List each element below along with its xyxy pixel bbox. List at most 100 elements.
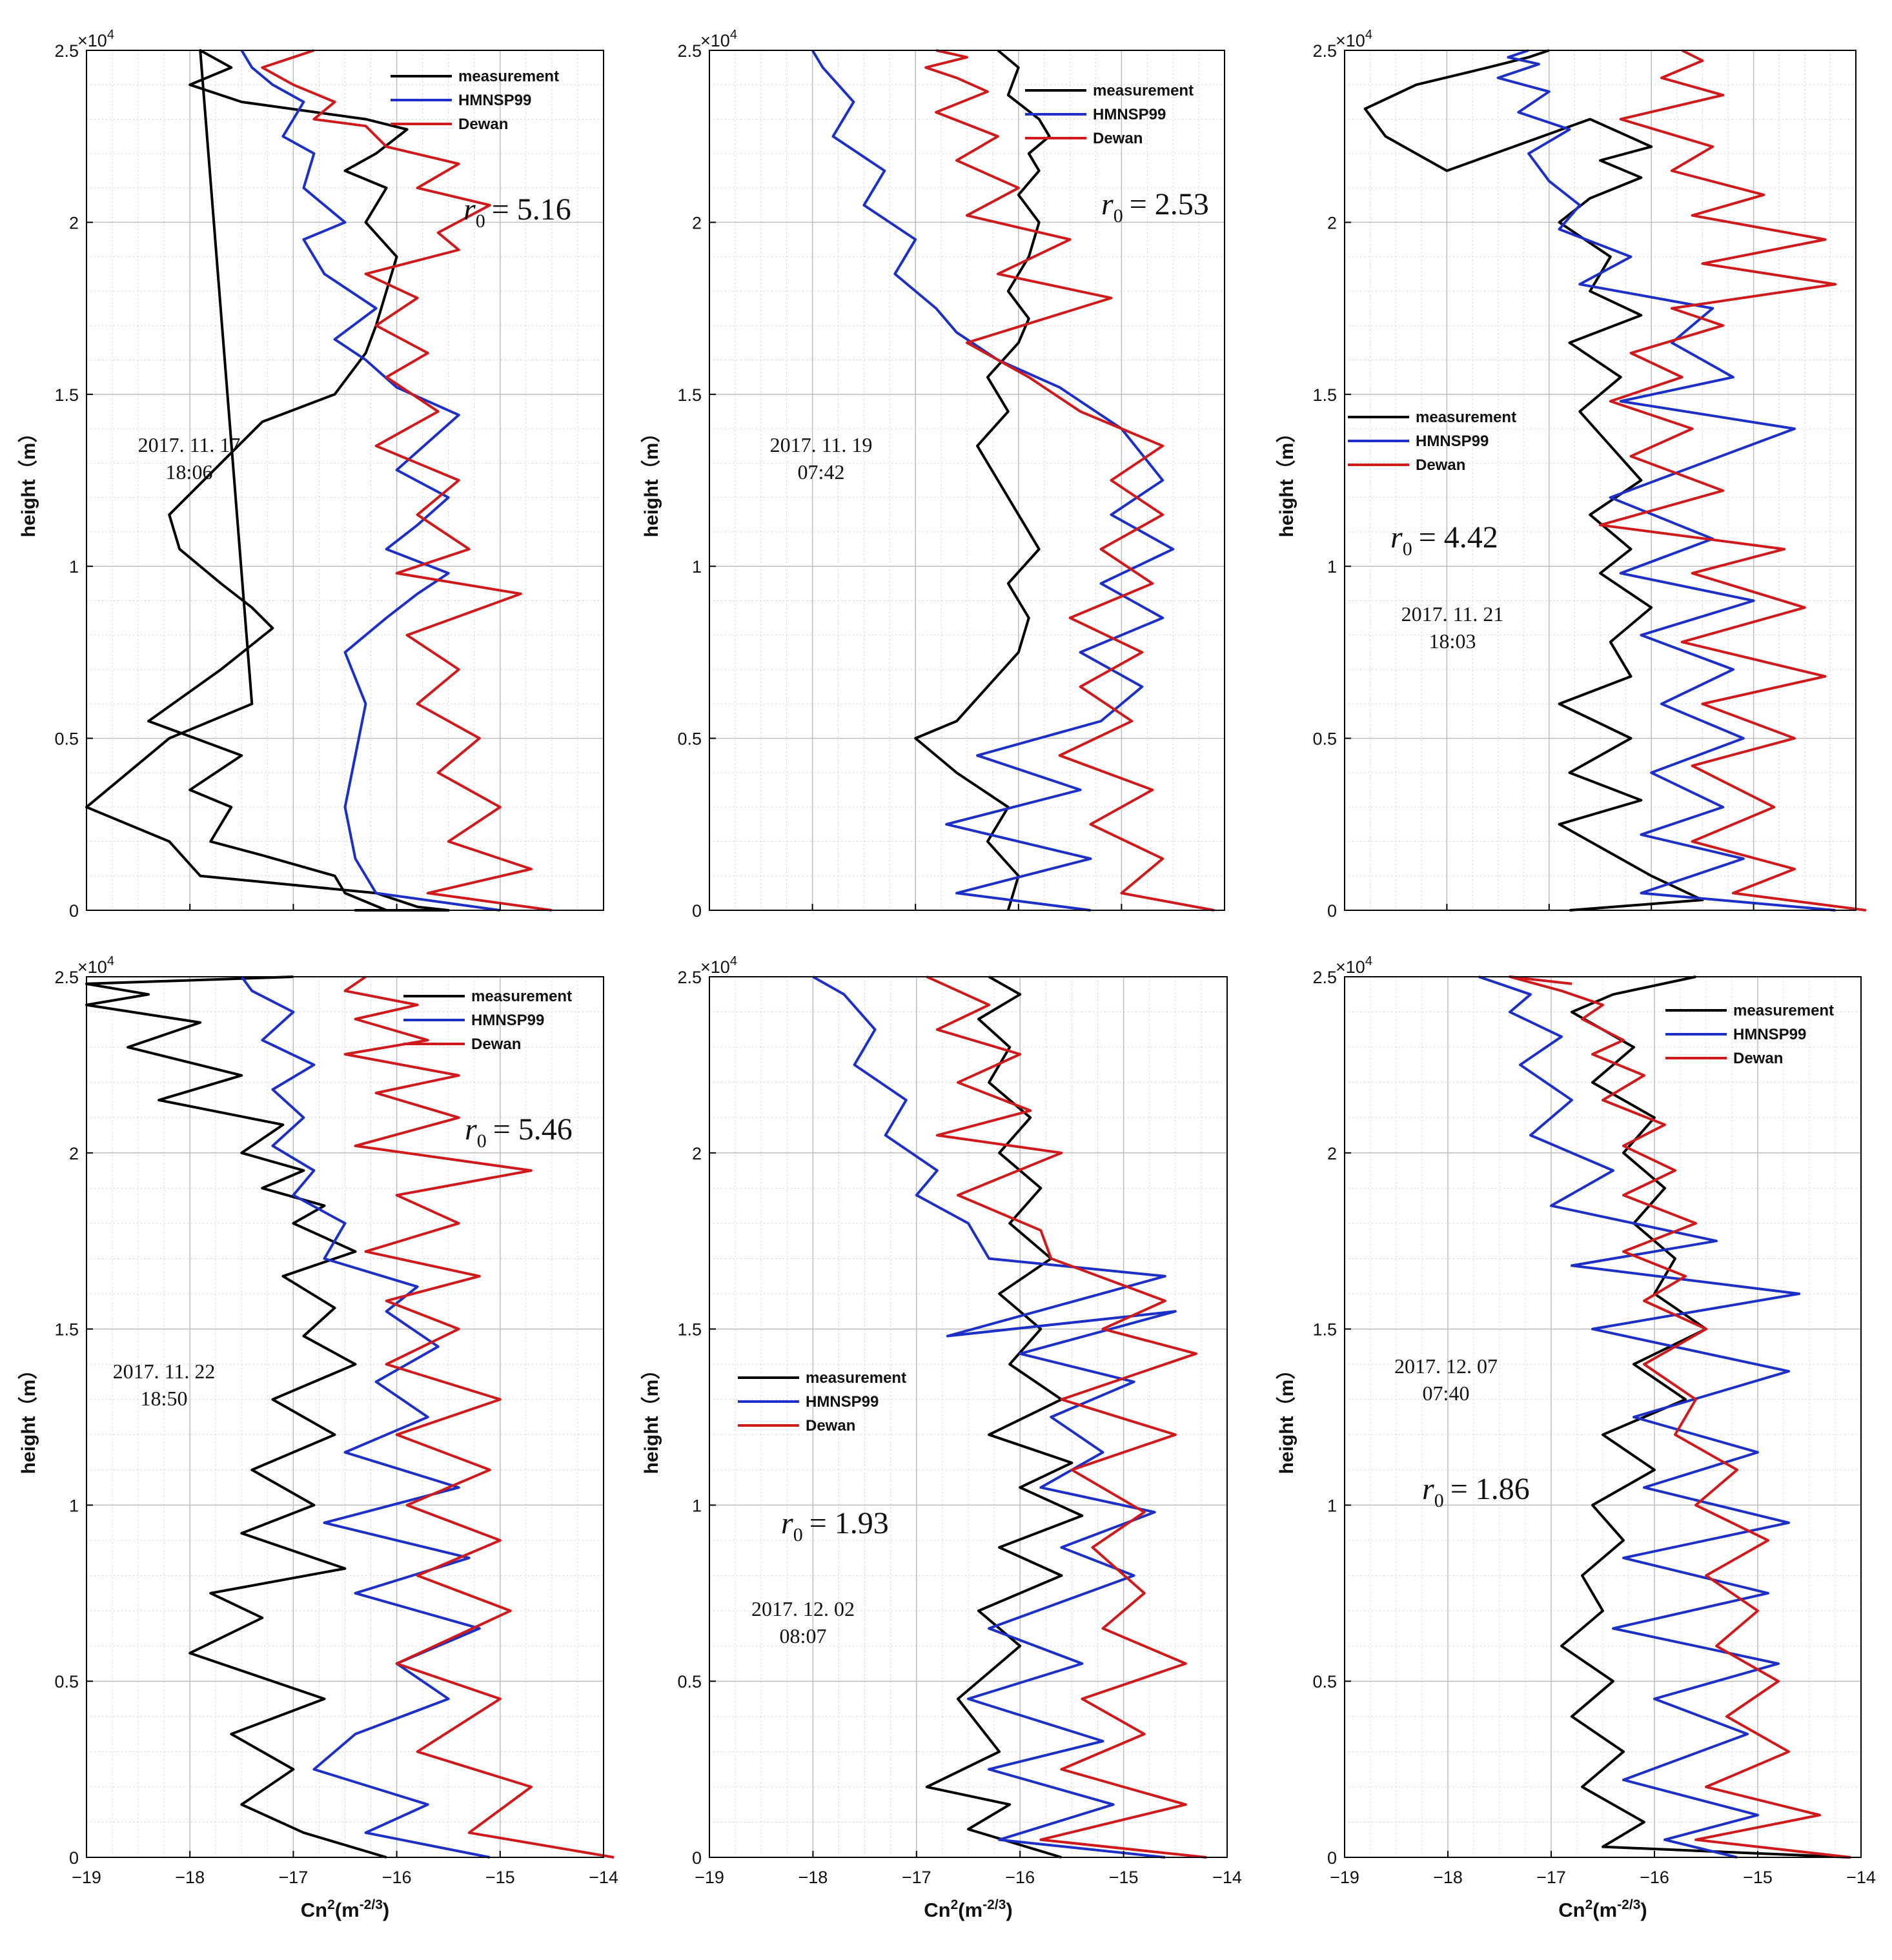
series-line-dewan bbox=[1509, 975, 1851, 1859]
x-tick-label: −19 bbox=[695, 1868, 724, 1887]
legend: measurement HMNSP99 Dewan bbox=[1348, 409, 1516, 474]
legend-label-hmnsp99: HMNSP99 bbox=[1093, 106, 1166, 123]
y-tick-label: 2 bbox=[1327, 213, 1337, 232]
x-axis-label: Cn2(m-2/3) bbox=[924, 1897, 1012, 1921]
y-tick-label: 2.5 bbox=[54, 968, 79, 987]
x-tick-label: −14 bbox=[1846, 1868, 1876, 1887]
panel-bottom-middle: −19 −18 −17 −16 −15 −14 0 0.5 1 1.5 2 2.5×104 height… bbox=[640, 954, 1242, 1921]
y-exponent-label: ×104 bbox=[77, 28, 114, 50]
time-annotation: 07:40 bbox=[1423, 1382, 1470, 1405]
series-line-hmnsp99 bbox=[1496, 49, 1836, 912]
y-tick-label: 1 bbox=[692, 557, 702, 577]
series-line-dewan bbox=[1599, 49, 1867, 912]
axes-box bbox=[86, 976, 604, 1858]
x-tick-label: −17 bbox=[278, 1868, 308, 1887]
y-tick-label: 0.5 bbox=[54, 1672, 79, 1691]
y-tick-label: 2.5 bbox=[677, 41, 702, 61]
y-tick-label: 0 bbox=[69, 901, 79, 921]
x-tick-label: −18 bbox=[798, 1868, 828, 1887]
series-line-dewan bbox=[343, 975, 615, 1859]
y-tick-label: 1.5 bbox=[1312, 1320, 1337, 1340]
panel-top-middle: 0 0.5 1 1.5 2 2.5×104 height（m） measurement HMNS… bbox=[640, 28, 1225, 921]
panel-bottom-right: −19 −18 −17 −16 −15 −14 0 0.5 1 1.5 2 2.5×104 height… bbox=[1276, 954, 1876, 1921]
legend-label-hmnsp99: HMNSP99 bbox=[1416, 433, 1489, 450]
date-annotation: 2017. 11. 17 bbox=[138, 433, 241, 456]
y-tick-label: 1 bbox=[692, 1496, 702, 1515]
r0-annotation: r0 = 1.86 bbox=[1422, 1472, 1530, 1511]
x-tick-label: −16 bbox=[1640, 1868, 1669, 1887]
y-tick-label: 0.5 bbox=[54, 730, 79, 749]
y-tick-label: 1 bbox=[69, 1496, 79, 1515]
series-line-hmnsp99 bbox=[811, 49, 1175, 912]
series-line-hmnsp99 bbox=[812, 975, 1177, 1859]
y-tick-label: 1.5 bbox=[1312, 385, 1337, 405]
series-line-measurement bbox=[914, 49, 1051, 911]
y-tick-label: 2 bbox=[69, 213, 79, 232]
y-axis-label: height（m） bbox=[1276, 424, 1297, 538]
series-line-hmnsp99 bbox=[240, 49, 501, 912]
date-annotation: 2017. 12. 02 bbox=[751, 1597, 855, 1620]
date-annotation: 2017. 12. 07 bbox=[1394, 1354, 1498, 1378]
r0-annotation: r0 = 1.93 bbox=[781, 1506, 889, 1546]
axes-box bbox=[709, 976, 1228, 1858]
legend-label-dewan: Dewan bbox=[458, 116, 508, 133]
y-exponent-label: ×104 bbox=[700, 28, 737, 50]
panel-top-right: 0 0.5 1 1.5 2 2.5×104 height（m） measurement HMNS… bbox=[1276, 28, 1867, 921]
y-tick-label: 2.5 bbox=[1312, 41, 1337, 61]
y-tick-label: 0.5 bbox=[677, 730, 702, 749]
y-exponent-label: ×104 bbox=[77, 954, 114, 977]
r0-annotation: r0 = 4.42 bbox=[1390, 520, 1498, 560]
y-tick-label: 0.5 bbox=[677, 1672, 702, 1691]
legend-label-measurement: measurement bbox=[458, 68, 559, 85]
y-tick-label: 2.5 bbox=[677, 968, 702, 987]
legend: measurement HMNSP99 Dewan bbox=[738, 1369, 906, 1434]
date-annotation: 2017. 11. 19 bbox=[770, 433, 873, 456]
axes-box bbox=[1344, 976, 1862, 1858]
series-line-measurement bbox=[1560, 975, 1851, 1859]
axes-box bbox=[709, 50, 1225, 911]
x-tick-label: −17 bbox=[1536, 1868, 1566, 1887]
time-annotation: 08:07 bbox=[780, 1624, 827, 1648]
y-tick-label: 0.5 bbox=[1312, 1672, 1337, 1691]
x-tick-label: −14 bbox=[1212, 1868, 1242, 1887]
time-annotation: 18:50 bbox=[141, 1387, 188, 1410]
y-axis-label: height（m） bbox=[17, 1360, 39, 1475]
series-line-hmnsp99 bbox=[1478, 975, 1800, 1859]
date-annotation: 2017. 11. 21 bbox=[1401, 602, 1504, 626]
axes-box bbox=[1344, 50, 1856, 911]
x-axis-label: Cn2(m-2/3) bbox=[1558, 1897, 1647, 1921]
panel-top-left: 0 0.5 1 1.5 2 2.5×104 height（m） measurement HMNS… bbox=[17, 28, 604, 921]
y-tick-label: 1.5 bbox=[54, 1320, 79, 1340]
y-tick-label: 2 bbox=[692, 213, 702, 232]
r0-annotation: r0 = 5.46 bbox=[465, 1112, 573, 1152]
y-axis-label: height（m） bbox=[17, 424, 39, 538]
legend-label-hmnsp99: HMNSP99 bbox=[1733, 1026, 1806, 1043]
legend: measurement HMNSP99 Dewan bbox=[403, 988, 572, 1053]
legend-label-measurement: measurement bbox=[1416, 409, 1516, 426]
y-tick-label: 2 bbox=[1327, 1144, 1337, 1163]
date-annotation: 2017. 11. 22 bbox=[113, 1360, 216, 1383]
y-tick-label: 0 bbox=[692, 901, 702, 921]
y-tick-label: 1 bbox=[1327, 1496, 1337, 1515]
x-tick-label: −19 bbox=[1330, 1868, 1359, 1887]
legend-label-dewan: Dewan bbox=[1416, 456, 1465, 474]
x-tick-label: −16 bbox=[1005, 1868, 1035, 1887]
r0-annotation: r0 = 5.16 bbox=[463, 192, 571, 232]
series-line-measurement bbox=[85, 49, 450, 912]
y-tick-label: 0 bbox=[69, 1848, 79, 1868]
series-line-measurement bbox=[1363, 49, 1704, 912]
x-tick-label: −15 bbox=[1109, 1868, 1139, 1887]
y-tick-label: 2.5 bbox=[54, 41, 79, 61]
legend-label-hmnsp99: HMNSP99 bbox=[471, 1012, 544, 1029]
x-tick-label: −15 bbox=[1743, 1868, 1773, 1887]
panel-bottom-left: −19 −18 −17 −16 −15 −14 0 0.5 1 1.5 2 2.5×104 height… bbox=[17, 954, 618, 1921]
y-axis-label: height（m） bbox=[640, 1360, 662, 1475]
x-tick-label: −19 bbox=[72, 1868, 101, 1887]
x-tick-label: −17 bbox=[902, 1868, 931, 1887]
series-line-measurement bbox=[85, 975, 387, 1859]
y-tick-label: 1.5 bbox=[54, 385, 79, 405]
legend-label-measurement: measurement bbox=[1093, 82, 1194, 99]
legend-label-measurement: measurement bbox=[471, 988, 572, 1005]
legend: measurement HMNSP99 Dewan bbox=[1665, 1002, 1834, 1067]
